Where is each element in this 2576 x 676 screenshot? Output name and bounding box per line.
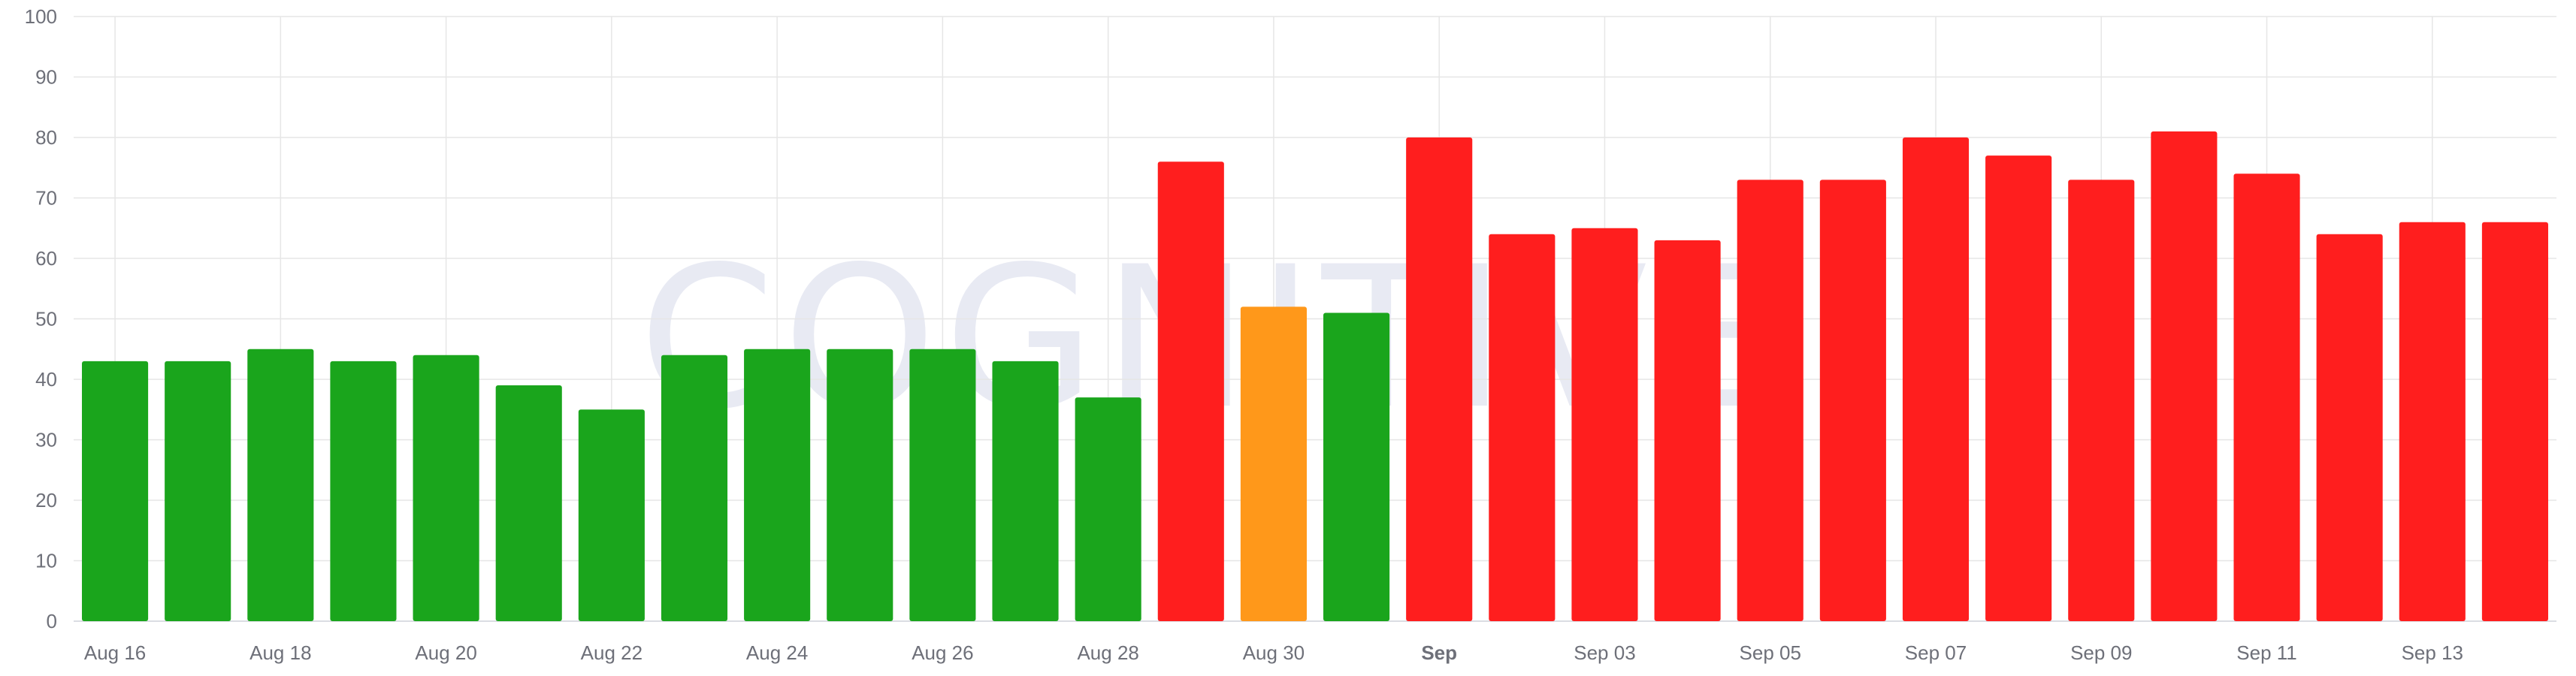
y-tick-label: 50 (35, 308, 57, 330)
bar-sep-08[interactable] (1985, 155, 2052, 621)
bar-sep-11[interactable] (2233, 174, 2300, 622)
bar-aug-23[interactable] (661, 355, 728, 621)
y-tick-label: 90 (35, 66, 57, 89)
bars (82, 131, 2548, 622)
bar-aug-29[interactable] (1157, 161, 1224, 621)
y-tick-label: 0 (47, 610, 57, 632)
bar-aug-16[interactable] (82, 361, 149, 621)
bar-sep-02[interactable] (1489, 234, 1556, 621)
x-tick-label: Aug 22 (581, 641, 642, 664)
bar-aug-17[interactable] (165, 361, 231, 621)
bar-aug-20[interactable] (413, 355, 479, 621)
bar-aug-19[interactable] (330, 361, 397, 621)
x-tick-label: Sep 07 (1905, 641, 1967, 664)
x-tick-label: Sep 03 (1574, 641, 1635, 664)
x-tick-label: Aug 30 (1243, 641, 1305, 664)
y-tick-label: 30 (35, 429, 57, 451)
y-tick-label: 10 (35, 550, 57, 572)
bar-aug-30[interactable] (1240, 306, 1307, 621)
bar-aug-24[interactable] (744, 349, 811, 621)
y-tick-label: 60 (35, 247, 57, 270)
x-tick-label: Aug 26 (912, 641, 973, 664)
x-tick-label: Sep 13 (2402, 641, 2463, 664)
bar-sep[interactable] (1406, 137, 1473, 621)
bar-aug-27[interactable] (992, 361, 1059, 621)
x-tick-label: Aug 24 (746, 641, 808, 664)
y-tick-label: 80 (35, 126, 57, 149)
bar-sep-12[interactable] (2316, 234, 2383, 621)
x-tick-label: Aug 28 (1077, 641, 1138, 664)
bar-sep-07[interactable] (1902, 137, 1970, 621)
bar-aug-26[interactable] (909, 349, 976, 621)
bar-aug-21[interactable] (495, 385, 562, 621)
y-tick-label: 100 (25, 5, 57, 28)
bar-sep-10[interactable] (2151, 131, 2218, 621)
x-tick-label: Aug 18 (249, 641, 311, 664)
x-tick-label: Aug 16 (84, 641, 146, 664)
bar-sep-13[interactable] (2399, 222, 2466, 621)
x-tick-label: Sep 11 (2236, 641, 2296, 664)
bar-aug-22[interactable] (578, 409, 645, 621)
bar-sep-06[interactable] (1819, 180, 1886, 622)
x-axis: Aug 16 Aug 18 Aug 20 Aug 22 Aug 24 Aug 26 Aug … (84, 641, 2463, 664)
y-tick-label: 20 (35, 489, 57, 512)
x-tick-label: Sep 05 (1740, 641, 1801, 664)
bar-aug-18[interactable] (247, 349, 314, 621)
y-tick-label: 40 (35, 368, 57, 391)
y-axis: 0 10 20 30 40 50 60 70 80 90 100 (25, 5, 57, 632)
bar-aug-25[interactable] (827, 349, 893, 621)
bar-sep-03[interactable] (1571, 228, 1638, 621)
bar-aug-28[interactable] (1075, 397, 1141, 621)
x-tick-label: Sep 09 (2070, 641, 2132, 664)
x-tick-label: Sep (1421, 641, 1457, 664)
x-tick-label: Aug 20 (415, 641, 476, 664)
bar-sep-05[interactable] (1737, 180, 1804, 622)
bar-sep-04[interactable] (1654, 240, 1721, 621)
bar-sep-14[interactable] (2481, 222, 2548, 621)
bar-sep-09[interactable] (2068, 180, 2135, 622)
bar-aug-31[interactable] (1323, 312, 1390, 621)
y-tick-label: 70 (35, 187, 57, 210)
